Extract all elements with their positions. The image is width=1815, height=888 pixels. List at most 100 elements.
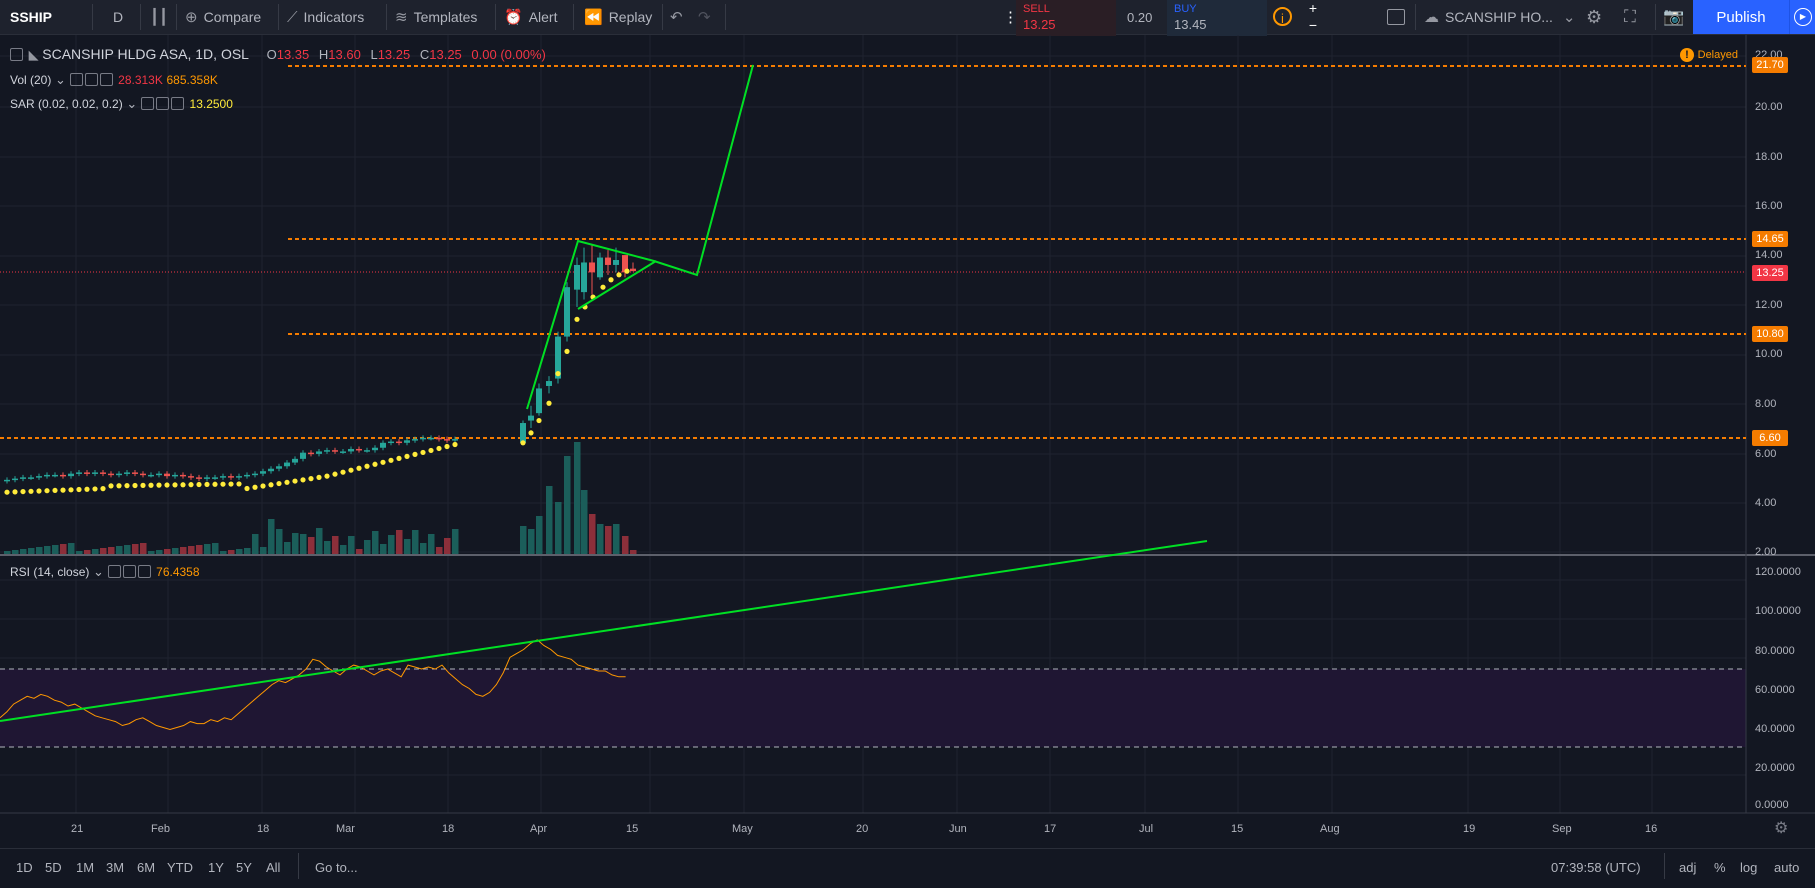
log-toggle[interactable]: log bbox=[1740, 860, 1758, 875]
eye-icon[interactable] bbox=[69, 73, 83, 86]
collapse-icon[interactable] bbox=[10, 48, 23, 61]
symbol-search[interactable]: SSHIP bbox=[10, 9, 53, 25]
plus-button[interactable]: + bbox=[1308, 0, 1318, 16]
undo-button[interactable]: ↶ bbox=[670, 0, 689, 34]
sar-dot bbox=[244, 485, 250, 492]
sar-dot bbox=[292, 478, 298, 484]
volume-bar bbox=[536, 516, 543, 554]
eye-icon[interactable] bbox=[107, 565, 121, 578]
sar-dot bbox=[220, 481, 226, 487]
candle-body bbox=[574, 264, 580, 290]
replay-button[interactable]: ⏪ Replay bbox=[584, 0, 652, 34]
layout-square-icon[interactable] bbox=[1387, 9, 1405, 25]
candle-body bbox=[528, 415, 534, 421]
minus-button[interactable]: − bbox=[1308, 17, 1318, 33]
auto-toggle[interactable]: auto bbox=[1774, 860, 1800, 875]
projection-path[interactable] bbox=[526, 64, 754, 410]
range-1y[interactable]: 1Y bbox=[208, 860, 224, 875]
close-icon[interactable] bbox=[137, 565, 151, 578]
publish-button[interactable]: Publish bbox=[1693, 0, 1789, 34]
sar-dot bbox=[412, 451, 418, 457]
volume-bar bbox=[84, 550, 91, 554]
rsi-trendline[interactable] bbox=[0, 540, 1208, 722]
volume-bar bbox=[36, 547, 43, 554]
range-1d[interactable]: 1D bbox=[16, 860, 33, 875]
volume-bar bbox=[196, 545, 203, 554]
range-5y[interactable]: 5Y bbox=[236, 860, 252, 875]
range-ytd[interactable]: YTD bbox=[167, 860, 193, 875]
layout-selector[interactable]: ☁ SCANSHIP HO... ⌄ bbox=[1424, 0, 1581, 34]
adj-toggle[interactable]: adj bbox=[1679, 860, 1697, 875]
volume-bar bbox=[260, 547, 267, 554]
alert-button[interactable]: ⏰ Alert bbox=[504, 0, 557, 34]
sar-dot bbox=[228, 481, 234, 487]
main-legend: ◣ SCANSHIP HLDG ASA, 1D, OSL O13.35 H13.… bbox=[10, 46, 546, 63]
clock[interactable]: 07:39:58 (UTC) bbox=[1551, 860, 1641, 875]
chart-canvas[interactable] bbox=[0, 35, 1815, 847]
buy-button[interactable]: BUY 13.45 bbox=[1167, 0, 1267, 36]
play-button[interactable]: ▶ bbox=[1789, 0, 1815, 34]
divider bbox=[1655, 4, 1656, 30]
candle-body bbox=[452, 439, 458, 441]
candle-body bbox=[140, 473, 146, 476]
triangle-lower-line[interactable] bbox=[577, 260, 657, 310]
volume-bar bbox=[412, 530, 419, 554]
sar-dot bbox=[164, 482, 170, 488]
time-tick: Jul bbox=[1139, 823, 1154, 835]
range-1m[interactable]: 1M bbox=[76, 860, 95, 875]
sar-dot bbox=[204, 481, 210, 488]
sell-label: SELL bbox=[1023, 3, 1050, 15]
settings-icon[interactable] bbox=[84, 73, 98, 86]
chevron-down-icon[interactable]: ⌄ bbox=[126, 96, 138, 111]
sell-button[interactable]: SELL 13.25 bbox=[1016, 0, 1116, 36]
sar-dot bbox=[4, 489, 10, 495]
candle-body bbox=[188, 476, 194, 478]
volume-bar bbox=[589, 514, 596, 554]
time-tick: Sep bbox=[1552, 823, 1572, 835]
snapshot-button[interactable]: 📷 bbox=[1663, 0, 1690, 34]
delayed-badge[interactable]: ! Delayed bbox=[1680, 46, 1738, 62]
divider bbox=[176, 4, 177, 30]
sar-dot bbox=[404, 453, 410, 459]
percent-toggle[interactable]: % bbox=[1714, 860, 1726, 875]
redo-button[interactable]: ↷ bbox=[698, 0, 717, 34]
templates-button[interactable]: ≋ Templates bbox=[395, 0, 477, 34]
compare-button[interactable]: ⊕ Compare bbox=[185, 0, 261, 34]
time-tick: 15 bbox=[1231, 823, 1244, 835]
axis-settings-icon[interactable]: ⚙ bbox=[1774, 820, 1789, 837]
settings-button[interactable]: ⚙ bbox=[1586, 0, 1608, 34]
price-tick: 18.00 bbox=[1755, 151, 1783, 163]
close-icon[interactable] bbox=[99, 73, 113, 86]
candle-body bbox=[444, 439, 450, 441]
fullscreen-button[interactable]: ⛶ bbox=[1624, 0, 1642, 34]
candlesticks[interactable] bbox=[4, 245, 636, 484]
range-3m[interactable]: 3M bbox=[106, 860, 125, 875]
settings-icon[interactable] bbox=[155, 97, 169, 110]
sar-dot bbox=[332, 471, 338, 477]
sar-dot bbox=[84, 486, 90, 492]
divider bbox=[298, 853, 299, 879]
range-all[interactable]: All bbox=[266, 860, 281, 875]
horizontal-levels[interactable] bbox=[0, 65, 1746, 439]
chart-style-button[interactable]: ┃┃ bbox=[150, 0, 174, 34]
settings-icon[interactable] bbox=[122, 565, 136, 578]
close-icon[interactable] bbox=[170, 97, 184, 110]
range-6m[interactable]: 6M bbox=[137, 860, 156, 875]
divider bbox=[1664, 853, 1665, 879]
info-icon[interactable]: i bbox=[1273, 7, 1292, 26]
volume-bar bbox=[76, 551, 83, 554]
eye-icon[interactable] bbox=[140, 97, 154, 110]
rsi-tick: 120.0000 bbox=[1755, 566, 1801, 578]
candle-body bbox=[380, 442, 386, 448]
sar-dot bbox=[268, 482, 274, 488]
range-5d[interactable]: 5D bbox=[45, 860, 62, 875]
delayed-label: Delayed bbox=[1697, 49, 1738, 61]
interval-button[interactable]: D bbox=[113, 9, 124, 25]
candle-body bbox=[613, 260, 619, 265]
indicators-button[interactable]: ⟋ Indicators bbox=[287, 0, 364, 34]
candle-body bbox=[372, 447, 378, 451]
goto-button[interactable]: Go to... bbox=[315, 860, 358, 875]
chevron-down-icon[interactable]: ⌄ bbox=[92, 564, 104, 579]
volume-bar bbox=[180, 547, 187, 554]
chevron-down-icon[interactable]: ⌄ bbox=[54, 72, 66, 87]
